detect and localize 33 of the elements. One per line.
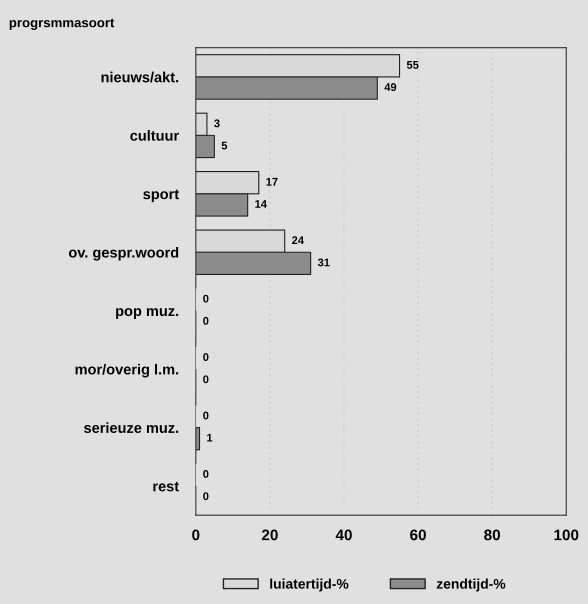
y-tick-label: mor/overig l.m. xyxy=(76,364,178,378)
y-tick-label: rest xyxy=(153,482,179,492)
x-tick-label: 40 xyxy=(336,530,352,540)
data-label: 3 xyxy=(214,119,220,128)
data-label: 14 xyxy=(255,200,267,208)
data-label: 1 xyxy=(207,434,212,442)
data-label: 0 xyxy=(203,492,208,500)
data-label: 55 xyxy=(406,61,419,69)
x-tick-label: 60 xyxy=(410,530,426,540)
y-tick-label: nieuws/akt. xyxy=(101,72,178,83)
data-label: 0 xyxy=(203,316,208,325)
legend-label: luiatertijd-% xyxy=(270,578,348,592)
text: progrsmmasoort xyxy=(10,18,114,30)
data-label: 17 xyxy=(266,178,278,186)
legend-label: zendtijd-% xyxy=(436,578,506,592)
x-tick-label: 100 xyxy=(554,530,578,540)
data-label: 5 xyxy=(222,142,228,150)
y-tick-label: sport xyxy=(143,190,179,202)
y-tick-label: serieuze muz. xyxy=(84,422,178,433)
data-label: 24 xyxy=(292,236,304,244)
data-label: 31 xyxy=(318,258,330,266)
data-label: 0 xyxy=(203,353,208,361)
y-tick-label: cultuur xyxy=(130,130,179,141)
x-tick-label: 20 xyxy=(262,530,278,540)
data-label: 0 xyxy=(203,470,208,478)
x-tick-label: 80 xyxy=(484,530,500,540)
y-tick-label: ov. gespr.woord xyxy=(68,246,178,261)
y-tick-label: pop muz. xyxy=(116,308,178,319)
data-label: 0 xyxy=(203,412,208,420)
data-label: 0 xyxy=(203,375,208,384)
data-label: 0 xyxy=(203,294,208,303)
data-label: 49 xyxy=(384,83,396,92)
x-tick-label: 0 xyxy=(192,530,200,540)
